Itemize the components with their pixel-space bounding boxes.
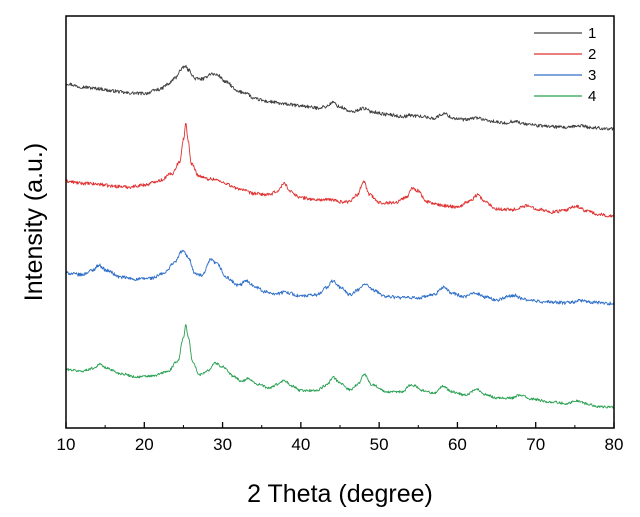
series-line-1 <box>65 64 615 131</box>
x-tick-label: 70 <box>526 435 545 454</box>
series-line-4 <box>65 324 615 409</box>
legend-label-4: 4 <box>588 88 596 105</box>
x-tick-label: 10 <box>57 435 76 454</box>
legend-label-1: 1 <box>588 25 596 42</box>
x-tick-label: 20 <box>135 435 154 454</box>
x-axis: 10 20 30 40 50 60 70 80 <box>57 422 624 454</box>
x-axis-title: 2 Theta (degree) <box>247 480 433 508</box>
x-tick-label: 60 <box>448 435 467 454</box>
series-layer <box>65 64 615 409</box>
legend-label-3: 3 <box>588 67 596 84</box>
legend-label-2: 2 <box>588 46 596 63</box>
legend: 1 2 3 4 <box>534 25 596 105</box>
x-tick-label: 80 <box>605 435 624 454</box>
series-line-2 <box>65 122 615 218</box>
y-axis-title: Intensity (a.u.) <box>20 143 48 301</box>
x-tick-label: 40 <box>291 435 310 454</box>
x-tick-label: 30 <box>213 435 232 454</box>
x-tick-label: 50 <box>370 435 389 454</box>
series-line-3 <box>65 249 615 306</box>
